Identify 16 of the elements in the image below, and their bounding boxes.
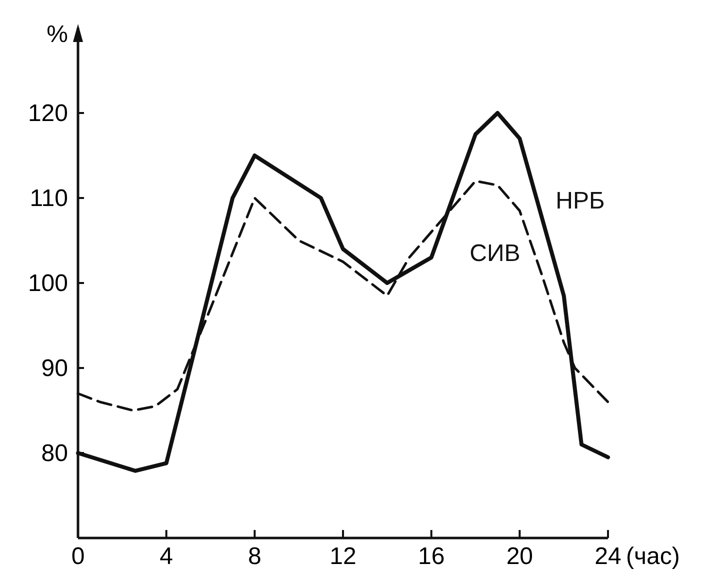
x-axis-title: (час)	[626, 543, 680, 570]
x-tick-label: 8	[248, 543, 262, 570]
y-axis-title: %	[46, 21, 68, 48]
x-tick-label: 16	[418, 543, 445, 570]
x-tick-label: 4	[160, 543, 174, 570]
y-tick-label: 90	[41, 355, 68, 382]
y-tick-label: 110	[30, 185, 68, 212]
y-tick-label: 120	[28, 100, 68, 127]
x-tick-label: 20	[506, 543, 534, 570]
x-tick-label: 0	[71, 543, 85, 570]
x-tick-label: 24	[594, 543, 622, 570]
series-label: СИВ	[470, 240, 520, 267]
series-label: НРБ	[556, 188, 605, 214]
x-tick-label: 12	[330, 543, 356, 570]
y-tick-label: 80	[41, 440, 68, 467]
y-tick-label: 100	[28, 270, 68, 297]
